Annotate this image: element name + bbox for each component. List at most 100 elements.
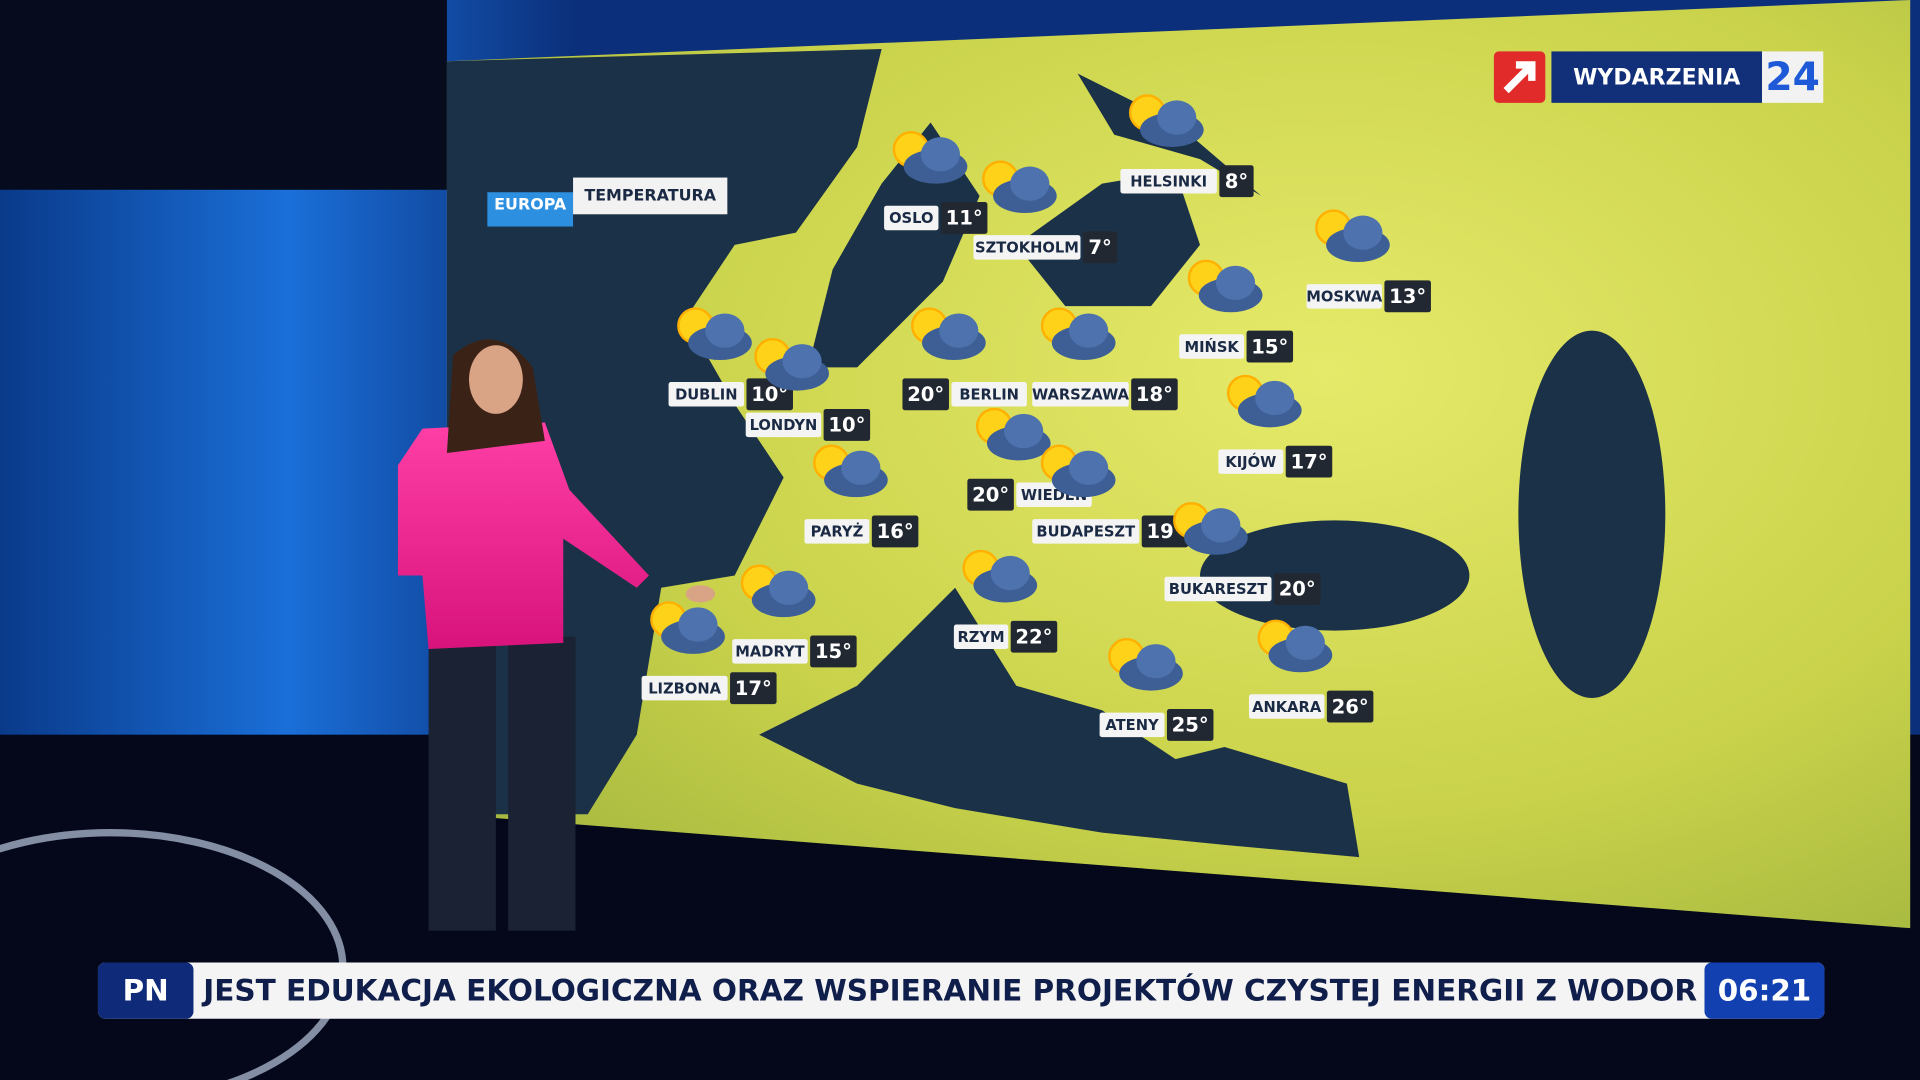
- city-temp-box: [1010, 620, 1058, 653]
- city-name-box: [804, 519, 870, 544]
- cloud-icon: [939, 313, 979, 348]
- news-ticker: PN JEST EDUKACJA EKOLOGICZNA ORAZ WSPIER…: [97, 962, 1825, 1019]
- city-name-box: [1099, 712, 1165, 738]
- header-region: EUROPA: [494, 194, 567, 213]
- city-temp-box: [902, 378, 949, 411]
- cloud-icon: [1136, 644, 1176, 679]
- city-name: MADRYT: [735, 644, 804, 661]
- city-forecast: KIJÓW 17°: [1218, 374, 1333, 478]
- city-name: BUKARESZT: [1169, 581, 1267, 598]
- header-region-box: [487, 192, 574, 227]
- city-forecast: DUBLIN 10°: [668, 307, 793, 411]
- city-temp: 10°: [828, 414, 865, 437]
- city-name: PARYŻ: [811, 524, 864, 541]
- cloud-icon: [768, 570, 809, 605]
- cloud-icon: [1343, 215, 1383, 250]
- city-name: LONDYN: [750, 417, 818, 434]
- map-panel: [446, 0, 1911, 929]
- city-name-box: [1120, 168, 1217, 194]
- presenter-leg: [428, 636, 496, 931]
- city-temp-box: [1273, 573, 1321, 605]
- header-label: TEMPERATURA: [584, 185, 716, 204]
- cloud-icon: [1255, 380, 1295, 416]
- city-temp: 26°: [1332, 695, 1369, 718]
- city-forecasts: OSLO 11° SZTOKHOLM 7° HELSINKI 8° MOSKWA 13° MIŃ…: [641, 94, 1431, 741]
- city-name-box: [884, 205, 939, 231]
- city-temp: 17°: [1290, 450, 1327, 473]
- city-name-box: [953, 624, 1009, 649]
- cloud-icon: [705, 313, 745, 348]
- city-temp-box: [1246, 330, 1294, 363]
- city-temp: 11°: [946, 207, 983, 230]
- city-temp: 20°: [907, 383, 944, 406]
- city-forecast: SZTOKHOLM 7°: [973, 160, 1118, 264]
- city-name-box: [641, 675, 728, 701]
- city-name-box: [1218, 449, 1284, 474]
- cloud-icon: [990, 555, 1030, 591]
- city-forecast: LONDYN 10°: [745, 337, 871, 441]
- city-name-box: [745, 412, 822, 438]
- city-name: DUBLIN: [675, 387, 737, 404]
- city-temp: 13°: [1389, 285, 1426, 308]
- cloud-icon: [841, 450, 881, 485]
- presenter-jacket: [397, 422, 649, 649]
- cloud-icon: [678, 607, 718, 642]
- city-forecast: ATENY 25°: [1099, 637, 1214, 741]
- city-name-box: [1032, 382, 1129, 407]
- city-forecast: ANKARA 26°: [1248, 619, 1374, 723]
- logo-name: WYDARZENIA: [1573, 65, 1740, 90]
- presenter: [397, 339, 716, 931]
- city-forecast: MADRYT 15°: [732, 564, 857, 668]
- cloud-icon: [782, 344, 822, 379]
- city-temp-box: [940, 202, 988, 234]
- city-temp: 18°: [1136, 383, 1173, 406]
- logo-number: 24: [1765, 55, 1820, 100]
- city-name-box: [668, 382, 744, 407]
- logo-number-box: [1762, 51, 1824, 103]
- city-name: BERLIN: [959, 387, 1019, 404]
- city-temp-box: [871, 515, 919, 548]
- city-temp: 7°: [1088, 236, 1111, 259]
- city-forecast: WARSZAWA 18°: [1032, 307, 1178, 411]
- cloud-icon: [1215, 265, 1256, 300]
- city-name: ATENY: [1105, 717, 1159, 734]
- city-forecast: MIŃSK 15°: [1179, 259, 1294, 363]
- city-temp: 15°: [815, 640, 852, 663]
- city-temp-box: [1166, 708, 1214, 741]
- city-name: HELSINKI: [1130, 173, 1207, 190]
- ticker-bar: [97, 962, 1825, 1019]
- city-temp-box: [1285, 445, 1333, 478]
- channel-logo: WYDARZENIA 24: [1493, 51, 1824, 103]
- city-name-box: [732, 639, 808, 664]
- city-temp: 15°: [1251, 335, 1288, 358]
- ticker-tag-box: [97, 962, 194, 1019]
- logo-arrow: [1503, 61, 1536, 94]
- city-name-box: [1306, 284, 1382, 309]
- city-forecast: BUKARESZT 20°: [1164, 502, 1321, 605]
- city-name: MOSKWA: [1306, 289, 1383, 306]
- city-temp: 25°: [1172, 714, 1209, 737]
- city-temp: 16°: [877, 520, 914, 543]
- city-name: RZYM: [957, 629, 1004, 646]
- city-temp-box: [1219, 165, 1254, 198]
- city-name-box: [1179, 334, 1245, 359]
- ticker-time-box: [1704, 962, 1825, 1019]
- city-temp: 10°: [751, 383, 788, 406]
- city-name: LIZBONA: [648, 680, 721, 697]
- city-temp-box: [810, 635, 857, 668]
- city-name-box: [1248, 694, 1325, 719]
- city-name-box: [951, 382, 1027, 407]
- city-forecast: HELSINKI 8°: [1120, 94, 1254, 198]
- city-name: SZTOKHOLM: [975, 240, 1079, 257]
- city-temp-box: [1131, 378, 1178, 411]
- city-temp: 17°: [735, 677, 772, 700]
- cloud-icon: [1201, 508, 1241, 543]
- city-name: KIJÓW: [1225, 453, 1276, 471]
- city-forecast: LIZBONA 17°: [641, 601, 777, 705]
- city-temp: 20°: [972, 483, 1009, 506]
- presenter-leg: [508, 636, 576, 931]
- city-temp: 22°: [1015, 625, 1052, 648]
- cloud-icon: [1010, 166, 1050, 201]
